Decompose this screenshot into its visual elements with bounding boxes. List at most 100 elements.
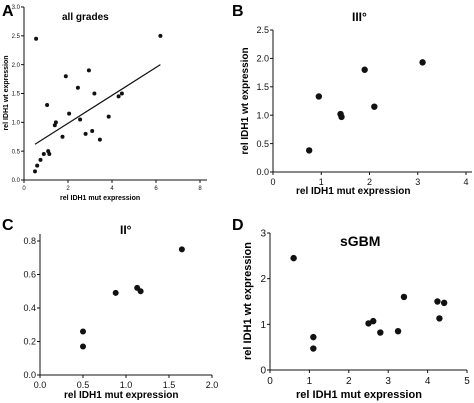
panel-a-data-point [106,114,111,119]
panel-letter-d: D [232,217,244,234]
panel-a-data-point [119,91,124,96]
panel-c-title: II° [120,223,132,237]
panel-c-plot: 0.0 0.5 1.0 1.5 2.0 0.0 0.2 0.4 0.6 0.8 [23,236,218,390]
panel-a-y-tick-label: 1.0 [12,120,21,126]
panel-b: B III° rel IDH1 mut expression rel IDH1 … [232,3,472,197]
panel-a-data-point [33,169,37,174]
panel-a-y-tick-label: 2.5 [12,34,21,40]
panel-a-data-point [92,91,97,96]
panel-c-data-point [80,328,86,335]
panel-a-data-point [38,157,43,162]
panel-d-x-tick-label: 4 [425,376,431,387]
panel-a-y-tick-label: 2.0 [12,63,21,69]
panel-a-trendline [34,64,161,145]
panel-a-x-axis-label: rel IDH1 mut expression [60,195,140,202]
panel-a: A all grades rel IDH1 mut expression rel… [2,3,207,202]
panel-c-x-tick-label: 1.0 [120,380,133,390]
panel-b-data-point [305,147,313,154]
panel-c-y-tick-label: 0.6 [23,270,36,280]
panel-d-data-point [436,315,443,322]
panel-d-data-point [370,317,377,325]
panel-d-x-tick-label: 5 [464,376,470,387]
panel-b-x-tick-label: 1 [319,177,324,187]
panel-c-data-point [178,246,185,253]
panel-b-y-tick-label: 0.0 [256,167,269,177]
panel-a-y-axis-label: rel IDH1 wt expression [3,55,10,130]
panel-c-x-axis-label: rel IDH1 mut expression [64,390,178,401]
panel-a-data-point [116,94,121,99]
panel-d-x-tick-label: 3 [385,376,391,387]
panel-d-data-point [440,299,448,307]
panel-b-y-axis-label: rel IDH1 wt expression [240,47,251,154]
panel-d-data-point [310,345,317,352]
panel-a-data-point [90,128,95,133]
panel-b-x-tick-label: 0 [270,177,275,187]
panel-a-x-tick-label: 8 [198,186,202,192]
panel-a-data-point [60,134,65,139]
panel-b-x-tick-label: 4 [463,177,468,187]
panel-a-data-point [34,36,39,41]
panel-b-data-point [361,66,368,73]
panel-d-x-axis-label: rel IDH1 mut expression [296,389,422,401]
panel-c-data-point [112,289,119,296]
panel-a-x-tick-label: 2 [66,186,70,192]
panel-letter-a: A [2,3,14,20]
panel-b-y-tick-label: 1.5 [256,82,269,92]
panel-a-data-point [63,74,68,79]
panel-d-data-point [310,333,317,341]
panel-c-data-point [80,343,86,350]
panel-d-data-point [400,293,408,301]
panel-b-x-tick-label: 3 [415,177,420,187]
panel-b-y-tick-label: 2.0 [256,54,269,64]
panel-d-y-tick-label: 1 [260,320,266,331]
panel-b-y-tick-label: 2.5 [256,25,269,35]
panel-d-data-point [394,327,402,335]
panel-c-y-tick-label: 0.8 [23,236,36,246]
panel-b-data-point [371,103,378,110]
panel-c-y-tick-label: 0.4 [23,303,36,313]
panel-d-x-tick-label: 1 [307,376,313,387]
panel-b-x-tick-label: 2 [367,177,372,187]
panel-b-title: III° [352,10,367,24]
panel-c-x-tick-label: 2.0 [206,380,219,390]
panel-b-data-point [338,113,345,121]
panel-d-y-axis-label: rel IDH1 wt expression [242,242,254,360]
panel-c: C II° rel IDH1 mut expression 0.0 0.5 1.0 1… [2,217,218,401]
panel-b-y-tick-label: 1.0 [256,110,269,120]
panel-d-x-tick-label: 0 [267,376,273,387]
panel-a-plot: 0 2 4 6 8 0.0 0.5 1.0 1.5 2.0 2.5 3.0 [12,5,203,192]
panel-a-title: all grades [62,12,109,23]
panel-d-y-tick-label: 0 [260,366,266,377]
panel-d-data-point [365,320,372,327]
panel-d-data-point [434,298,441,305]
panel-a-data-point [75,85,80,90]
panel-b-data-point [315,93,323,100]
panel-d-y-tick-label: 3 [260,229,266,240]
panel-d-y-tick-label: 2 [260,274,266,285]
panel-a-y-tick-label: 1.5 [12,92,21,98]
panel-a-data-point [158,33,163,38]
panel-a-x-tick-label: 0 [22,186,26,192]
panel-b-y-tick-label: 0.5 [256,139,269,149]
panel-letter-b: B [232,3,244,20]
panel-a-data-point [67,111,72,116]
panel-a-data-point [83,131,88,136]
panel-a-data-point [47,152,52,157]
panel-letter-c: C [2,217,14,234]
panel-a-y-tick-label: 0.0 [12,178,21,184]
panel-a-data-point [45,103,50,108]
panel-a-data-point [41,152,46,157]
panel-a-data-point [97,137,102,142]
panel-c-x-tick-label: 0.5 [77,380,90,390]
panel-c-y-tick-label: 0.2 [23,337,36,347]
panel-b-data-point [419,59,426,66]
panel-d-title: sGBM [340,233,380,249]
panel-d-x-tick-label: 2 [346,376,352,387]
panel-a-y-tick-label: 3.0 [12,5,21,11]
panel-d: D sGBM rel IDH1 mut expression rel IDH1 … [232,217,470,401]
panel-a-data-point [35,163,40,168]
panel-b-x-axis-label: rel IDH1 mut expression [296,186,410,197]
panel-d-data-point [290,254,297,262]
panel-a-y-tick-label: 0.5 [12,149,21,155]
